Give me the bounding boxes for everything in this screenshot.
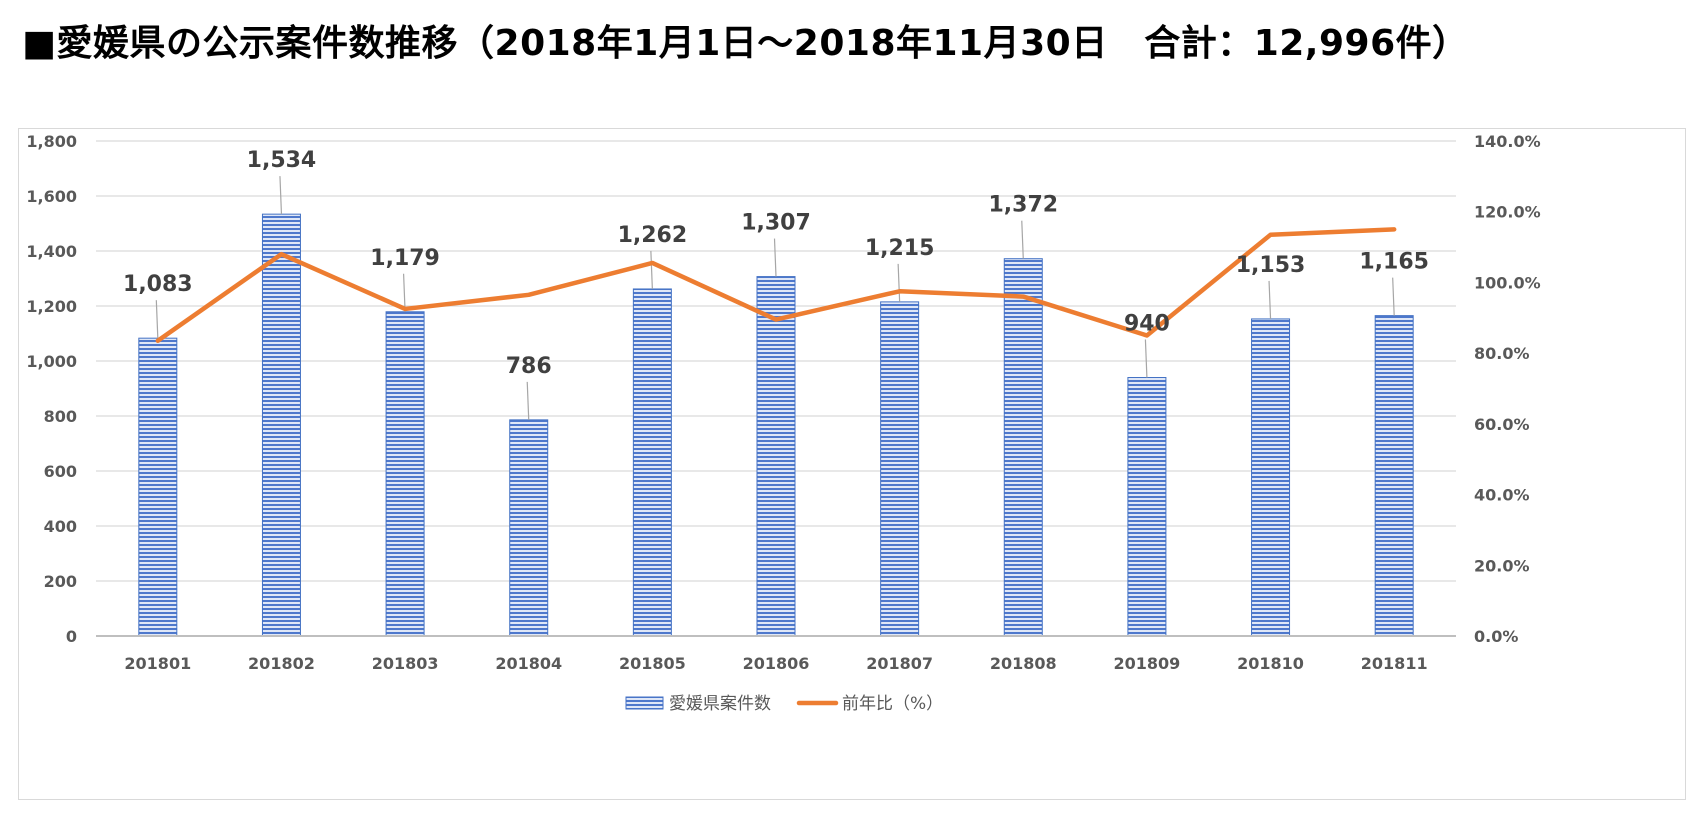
bar bbox=[1003, 258, 1043, 637]
bar-data-label: 1,262 bbox=[618, 223, 688, 248]
y-right-tick-label: 60.0% bbox=[1474, 415, 1530, 434]
leader-line bbox=[897, 263, 901, 302]
leader-line bbox=[279, 176, 283, 215]
leader-line bbox=[1392, 277, 1395, 316]
y-left-tick-label: 200 bbox=[44, 572, 77, 591]
bar bbox=[509, 419, 549, 637]
bar-data-label: 1,307 bbox=[741, 211, 811, 236]
bar-data-label: 1,372 bbox=[988, 193, 1058, 218]
leader-line bbox=[1268, 280, 1272, 319]
legend-label-line: 前年比（%） bbox=[842, 694, 943, 714]
y-left-tick-label: 400 bbox=[44, 517, 77, 536]
data-labels: 1,083 1,534 1,179 786 1,262 1,307 1,215 1,372 94… bbox=[123, 148, 1429, 379]
leader-line bbox=[1021, 220, 1024, 259]
bar-data-label: 1,165 bbox=[1359, 250, 1429, 275]
y-left-tick-label: 0 bbox=[66, 627, 77, 646]
bar-data-label: 1,215 bbox=[865, 236, 935, 261]
bar-data-label: 1,083 bbox=[123, 272, 193, 297]
legend-label-bars: 愛媛県案件数 bbox=[669, 694, 771, 714]
y-left-tick-label: 1,000 bbox=[26, 352, 77, 371]
y-left-tick-label: 600 bbox=[44, 462, 77, 481]
leader-line bbox=[650, 250, 653, 289]
bar bbox=[756, 276, 796, 637]
bar-data-label: 940 bbox=[1124, 312, 1170, 337]
leader-line bbox=[402, 273, 406, 312]
legend-swatch-bars bbox=[625, 696, 664, 710]
y-left-tick-label: 1,200 bbox=[26, 297, 77, 316]
y-right-tick-label: 140.0% bbox=[1474, 132, 1541, 151]
y-left-tick-label: 1,600 bbox=[26, 187, 77, 206]
x-tick-label: 201803 bbox=[372, 654, 439, 673]
x-tick-label: 201807 bbox=[866, 654, 933, 673]
bar bbox=[1127, 377, 1167, 637]
y-right-tick-label: 40.0% bbox=[1474, 486, 1530, 505]
bar bbox=[1374, 315, 1414, 637]
y-right-tick-label: 20.0% bbox=[1474, 556, 1530, 575]
leader-lines bbox=[155, 176, 1395, 420]
x-tick-label: 201809 bbox=[1114, 654, 1181, 673]
y-left-tick-label: 1,400 bbox=[26, 242, 77, 261]
leader-line bbox=[1144, 339, 1148, 378]
legend: 愛媛県案件数 前年比（%） bbox=[625, 694, 943, 714]
x-tick-label: 201805 bbox=[619, 654, 686, 673]
bar bbox=[632, 288, 672, 637]
bar-data-label: 1,153 bbox=[1236, 253, 1306, 278]
bar bbox=[261, 213, 301, 637]
yoy-line bbox=[155, 227, 1397, 344]
x-tick-label: 201811 bbox=[1361, 654, 1428, 673]
page-title: ■愛媛県の公示案件数推移（2018年1月1日～2018年11月30日 合計：12… bbox=[22, 23, 1469, 64]
bar bbox=[385, 311, 425, 637]
x-tick-label: 201806 bbox=[743, 654, 810, 673]
line-series bbox=[155, 227, 1397, 344]
bar-data-label: 1,179 bbox=[370, 246, 440, 271]
x-tick-label: 201801 bbox=[124, 654, 191, 673]
axes: 0 200 400 600 800 1,000 1,200 1,400 1,600 1,800 0.… bbox=[26, 132, 1540, 673]
x-tick-label: 201804 bbox=[495, 654, 562, 673]
x-tick-label: 201802 bbox=[248, 654, 315, 673]
x-tick-label: 201810 bbox=[1237, 654, 1304, 673]
y-left-tick-label: 800 bbox=[44, 407, 77, 426]
bar bbox=[138, 337, 178, 637]
bar bbox=[880, 301, 920, 637]
x-tick-label: 201808 bbox=[990, 654, 1057, 673]
bar bbox=[1251, 318, 1291, 637]
y-right-tick-label: 0.0% bbox=[1474, 627, 1518, 646]
bar-series bbox=[138, 213, 1414, 637]
leader-line bbox=[773, 238, 777, 277]
bar-data-label: 786 bbox=[506, 354, 552, 379]
y-right-tick-label: 100.0% bbox=[1474, 273, 1541, 292]
bar-data-label: 1,534 bbox=[247, 148, 317, 173]
leader-line bbox=[526, 381, 530, 420]
y-right-tick-label: 80.0% bbox=[1474, 344, 1530, 363]
y-left-tick-label: 1,800 bbox=[26, 132, 77, 151]
y-right-tick-label: 120.0% bbox=[1474, 203, 1541, 222]
leader-line bbox=[155, 300, 159, 339]
